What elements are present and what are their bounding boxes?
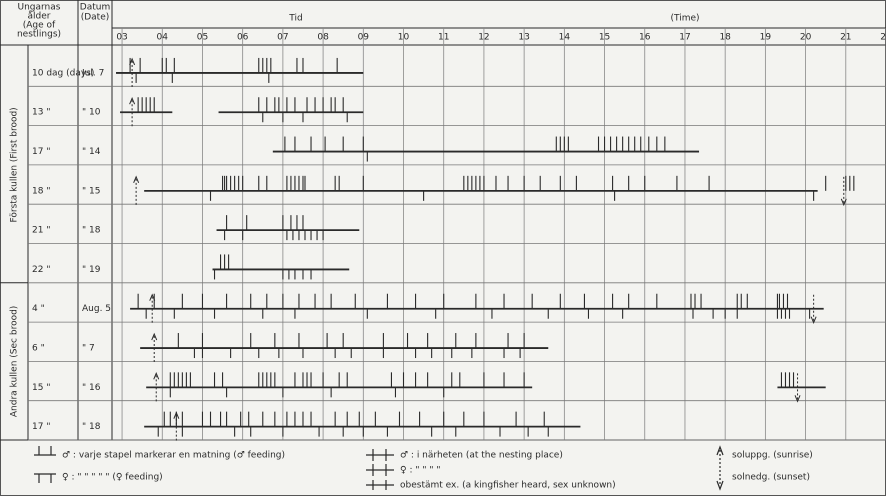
legend-text: obestämt ex. (a kingfisher heard, sex un… [400,481,616,491]
age-label: 15 " [32,383,50,393]
legend-text: soluppg. (sunrise) [732,451,813,461]
date-label: " 18 [82,226,101,236]
x-tick-label: 16 [639,33,651,43]
sunrise-head [129,96,136,105]
x-axis-label: Tid [288,14,302,24]
x-tick-label: 13 [518,33,529,43]
x-tick-label: 19 [760,33,772,43]
age-label: 10 dag (days) [32,68,94,78]
legend-symbols [34,445,724,491]
date-label: Aug. 5 [82,304,111,314]
x-tick-label: 10 [398,33,410,43]
x-tick-label: 12 [478,33,489,43]
sunrise-head [153,372,160,380]
sunset-head [794,395,801,403]
sunrise-head [149,293,156,301]
sunset-head [810,316,817,325]
age-label: 17 " [32,422,50,432]
x-tick-label: 11 [438,33,449,43]
x-tick-label: 09 [358,33,370,43]
x-tick-label: 07 [277,33,288,43]
x-tick-label: 20 [800,33,812,43]
group-label: Första kullen (First brood) [10,107,20,222]
sunrise-head [133,175,140,184]
sunset-head [840,198,847,207]
sunrise-head [129,57,136,66]
x-tick-label: 04 [157,33,169,43]
x-tick-label: 03 [116,33,127,43]
x-tick-label: 14 [559,33,571,43]
date-label: " 14 [82,147,101,157]
date-header: Datum [80,3,110,13]
age-label: 17 " [32,147,50,157]
date-label: " 15 [82,186,100,196]
x-tick-label: 08 [317,33,329,43]
x-tick-label: 15 [599,33,610,43]
x-tick-label: 17 [679,33,690,43]
sunrise-head [151,332,158,341]
x-axis-label: (Time) [670,14,699,24]
legend-text: ♀ : " " " " [400,466,441,476]
age-label: 4 " [32,304,45,314]
legend-text: ♀ : " " " " " (♀ feeding) [62,473,163,483]
date-label: " 10 [82,108,101,118]
x-tick-label: 06 [237,33,249,43]
age-header: (Age of [23,21,56,31]
legend-text: solnedg. (sunset) [732,473,810,483]
date-label: " 16 [82,383,101,393]
x-tick-label: 22 [880,33,886,43]
age-label: 13 " [32,108,50,118]
legend-text: ♂ : i närheten (at the nesting place) [400,451,563,461]
date-header: (Date) [81,13,110,23]
x-tick-label: 18 [719,33,731,43]
date-label: " 7 [82,344,95,354]
age-header: ålder [28,11,51,22]
sunrise-head [173,411,180,419]
x-tick-label: 21 [840,33,851,43]
age-label: 6 " [32,344,45,354]
legend-text: ♂ : varje stapel markerar en matning (♂ … [62,451,285,461]
age-label: 18 " [32,186,50,196]
age-label: 21 " [32,226,50,236]
date-label: " 19 [82,265,101,275]
age-label: 22 " [32,265,50,275]
date-label: " 18 [82,422,101,432]
x-tick-label: 05 [197,33,208,43]
age-header: Ungarnas [18,3,61,13]
group-label: Andra kullen (Sec brood) [10,306,20,417]
age-header: nestlings) [17,30,61,40]
date-label: Jul. 7 [81,68,104,78]
